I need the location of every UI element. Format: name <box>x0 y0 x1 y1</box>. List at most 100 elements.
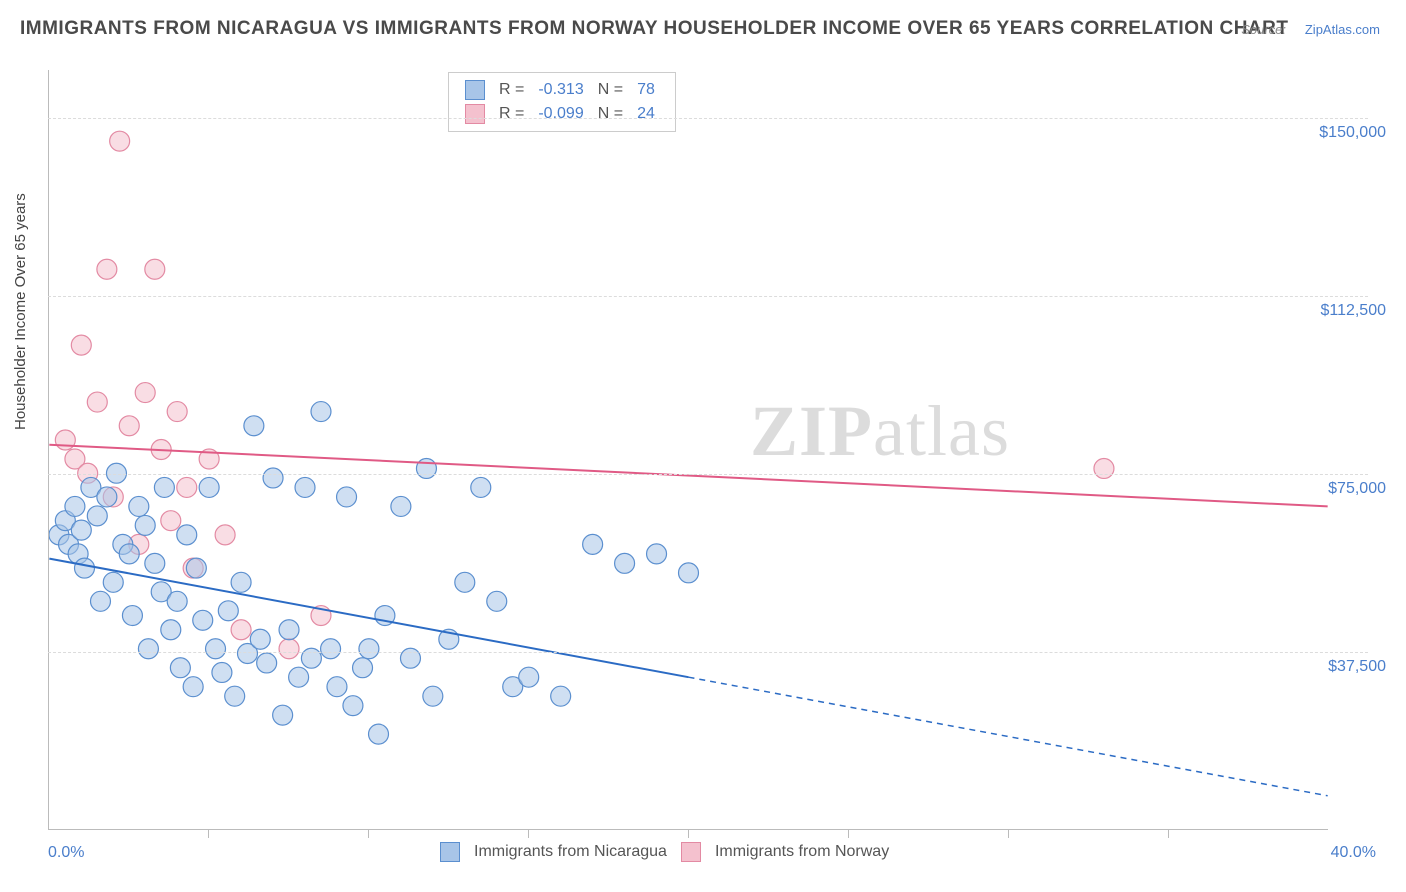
data-point <box>71 335 91 355</box>
x-minor-tick <box>1168 830 1169 838</box>
gridline <box>48 118 1368 119</box>
legend-row: R = -0.313 N = 78 <box>459 79 661 101</box>
data-point <box>119 416 139 436</box>
legend-swatch <box>465 80 485 100</box>
chart-plot-area <box>48 70 1328 830</box>
chart-svg <box>49 70 1328 829</box>
data-point <box>129 496 149 516</box>
data-point <box>353 658 373 678</box>
data-point <box>177 477 197 497</box>
x-minor-tick <box>848 830 849 838</box>
data-point <box>161 511 181 531</box>
data-point <box>583 534 603 554</box>
data-point <box>679 563 699 583</box>
trend-line-norway <box>49 445 1327 507</box>
data-point <box>359 639 379 659</box>
data-point <box>65 496 85 516</box>
data-point <box>55 430 75 450</box>
data-point <box>487 591 507 611</box>
chart-title: IMMIGRANTS FROM NICARAGUA VS IMMIGRANTS … <box>20 18 1288 40</box>
y-tick-label: $37,500 <box>1328 658 1386 676</box>
data-point <box>231 572 251 592</box>
data-point <box>183 677 203 697</box>
data-point <box>135 383 155 403</box>
r-value: -0.313 <box>532 79 589 101</box>
x-tick-right: 40.0% <box>1331 844 1376 862</box>
x-minor-tick <box>528 830 529 838</box>
data-point <box>519 667 539 687</box>
x-tick-left: 0.0% <box>48 844 84 862</box>
series-legend: Immigrants from Nicaragua Immigrants from… <box>440 842 903 862</box>
source-link[interactable]: ZipAtlas.com <box>1305 22 1380 37</box>
data-point <box>161 620 181 640</box>
legend-swatch <box>681 842 701 862</box>
gridline <box>48 652 1368 653</box>
n-value: 24 <box>631 103 661 125</box>
source-label: Source: <box>1241 22 1286 37</box>
data-point <box>244 416 264 436</box>
data-point <box>186 558 206 578</box>
legend-row: R = -0.099 N = 24 <box>459 103 661 125</box>
data-point <box>321 639 341 659</box>
gridline <box>48 296 1368 297</box>
data-point <box>263 468 283 488</box>
r-label: R = <box>493 79 530 101</box>
r-label: R = <box>493 103 530 125</box>
data-point <box>103 572 123 592</box>
x-minor-tick <box>1008 830 1009 838</box>
data-point <box>75 558 95 578</box>
data-point <box>119 544 139 564</box>
data-point <box>647 544 667 564</box>
data-point <box>154 477 174 497</box>
data-point <box>615 553 635 573</box>
data-point <box>177 525 197 545</box>
data-point <box>87 506 107 526</box>
data-point <box>231 620 251 640</box>
data-point <box>167 591 187 611</box>
data-point <box>250 629 270 649</box>
legend-label: Immigrants from Nicaragua <box>474 843 667 860</box>
legend-swatch <box>440 842 460 862</box>
data-point <box>551 686 571 706</box>
data-point <box>218 601 238 621</box>
data-point <box>170 658 190 678</box>
data-point <box>90 591 110 611</box>
data-point <box>145 553 165 573</box>
legend-label: Immigrants from Norway <box>715 843 889 860</box>
y-axis-label: Householder Income Over 65 years <box>12 193 29 430</box>
x-minor-tick <box>208 830 209 838</box>
data-point <box>327 677 347 697</box>
data-point <box>167 402 187 422</box>
y-tick-label: $150,000 <box>1319 124 1386 142</box>
data-point <box>122 606 142 626</box>
data-point <box>135 515 155 535</box>
data-point <box>138 639 158 659</box>
data-point <box>97 487 117 507</box>
data-point <box>289 667 309 687</box>
x-minor-tick <box>368 830 369 838</box>
data-point <box>295 477 315 497</box>
data-point <box>215 525 235 545</box>
data-point <box>311 402 331 422</box>
n-value: 78 <box>631 79 661 101</box>
correlation-legend: R = -0.313 N = 78 R = -0.099 N = 24 <box>448 72 676 132</box>
data-point <box>423 686 443 706</box>
data-point <box>343 696 363 716</box>
data-point <box>110 131 130 151</box>
data-point <box>145 259 165 279</box>
trend-line-nicaragua-extrapolated <box>689 677 1328 796</box>
y-tick-label: $75,000 <box>1328 480 1386 498</box>
r-value: -0.099 <box>532 103 589 125</box>
data-point <box>97 259 117 279</box>
data-point <box>337 487 357 507</box>
n-label: N = <box>592 103 629 125</box>
data-point <box>199 477 219 497</box>
data-point <box>416 458 436 478</box>
data-point <box>279 620 299 640</box>
data-point <box>225 686 245 706</box>
data-point <box>87 392 107 412</box>
data-point <box>71 520 91 540</box>
data-point <box>471 477 491 497</box>
data-point <box>212 662 232 682</box>
data-point <box>391 496 411 516</box>
